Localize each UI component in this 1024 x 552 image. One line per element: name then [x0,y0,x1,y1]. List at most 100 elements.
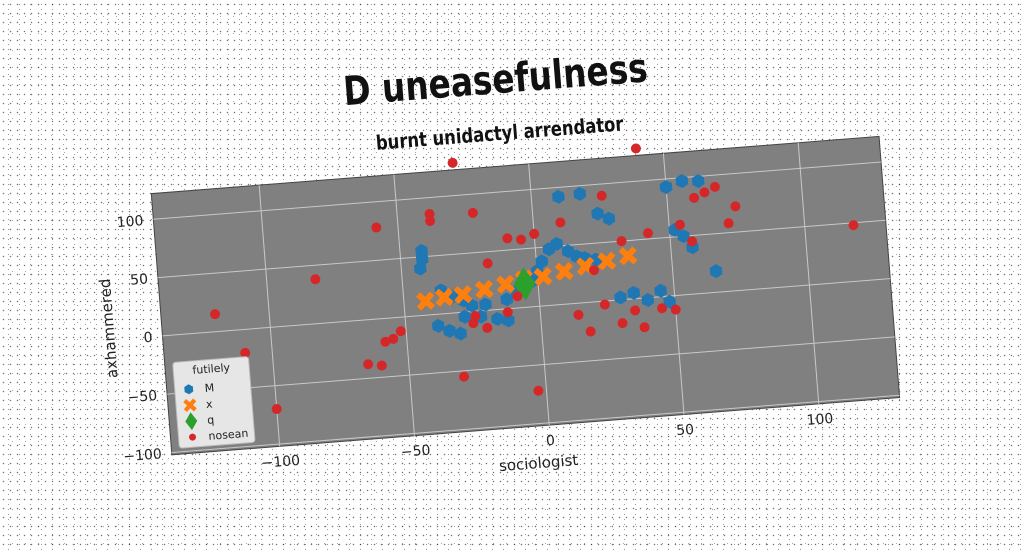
point-m [502,313,515,328]
point-m [675,174,689,189]
point-nosean [616,236,627,247]
legend-marker-q [185,412,198,431]
point-x [618,246,638,266]
point-m [614,290,627,305]
point-nosean [376,360,387,371]
point-nosean [459,371,470,382]
point-nosean [643,228,654,239]
point-m [454,326,467,341]
y-grid-line [167,336,895,395]
point-nosean [363,359,374,370]
point-nosean [555,217,566,228]
point-nosean [630,305,641,316]
x-mark-stroke [454,285,472,305]
x-tick-label: 50 [676,422,695,439]
point-nosean [588,265,599,276]
point-m [573,186,587,201]
point-m [552,189,565,204]
point-m [443,323,456,338]
point-nosean [670,304,681,315]
point-nosean [630,143,641,154]
x-grid-line [393,174,415,436]
point-nosean [240,347,251,358]
tick-labels: −100 −50 0 50 100 −100 −50 0 50 100 [116,213,834,472]
legend-marker-x [183,398,197,413]
legend-label-m: M [204,381,214,395]
point-m [413,261,427,276]
legend-label-x: x [206,397,214,411]
point-nosean [723,218,734,229]
point-m [663,294,677,309]
point-nosean [210,309,221,320]
point-nosean [687,236,698,247]
x-mark-stroke [183,398,197,413]
y-axis-label: axhammered [96,278,122,379]
point-nosean [395,326,406,337]
point-x [496,274,516,294]
x-mark-stroke [555,261,573,281]
point-x [554,261,574,281]
point-m [591,206,605,221]
point-nosean [848,220,859,231]
point-m [602,211,616,226]
x-mark-stroke [496,274,515,294]
point-nosean [516,234,527,245]
point-m [491,311,504,326]
point-nosean [730,201,741,212]
point-x [453,285,473,305]
point-nosean [380,336,391,347]
legend-marker-nosean [189,433,197,441]
point-nosean [271,404,282,415]
x-mark-stroke [619,246,637,266]
point-nosean [689,192,700,203]
point-nosean [482,322,493,333]
x-tick-label: −50 [400,443,431,461]
legend-label-nosean: nosean [208,427,249,443]
x-tick-label: 0 [545,433,555,450]
point-m [677,229,690,244]
point-x [474,279,494,299]
x-mark-stroke [598,251,616,271]
point-x [597,251,617,271]
point-m [627,285,641,300]
point-nosean [371,222,382,233]
point-nosean [310,274,321,285]
series-nosean [210,143,859,415]
point-nosean [617,318,628,329]
legend-title: futilely [192,361,231,377]
point-nosean [585,326,596,337]
point-m [641,293,655,307]
point-nosean [529,228,540,239]
point-nosean [573,309,584,320]
x-tick-label: −100 [261,453,301,472]
y-tick-label: 100 [116,213,144,231]
point-x [416,291,436,311]
point-m [709,264,723,279]
y-grid-line [162,278,891,337]
point-m [550,236,563,251]
x-grid-line [528,163,550,426]
point-nosean [502,307,513,318]
y-tick-label: −100 [123,446,163,465]
point-nosean [596,190,607,201]
point-nosean [709,181,720,192]
series-layer [210,143,859,415]
point-m [691,174,705,189]
point-m [535,254,549,269]
x-mark-stroke [475,279,493,299]
point-m [432,318,445,333]
point-m [659,180,673,195]
point-nosean [699,187,710,198]
point-nosean [599,299,610,310]
x-grid-line [258,185,281,447]
point-q [513,267,536,301]
point-m [654,283,667,298]
y-tick-label: 50 [130,271,149,288]
point-nosean [482,258,493,269]
y-grid-line [171,394,900,453]
point-x [434,287,454,307]
point-x [533,267,553,287]
